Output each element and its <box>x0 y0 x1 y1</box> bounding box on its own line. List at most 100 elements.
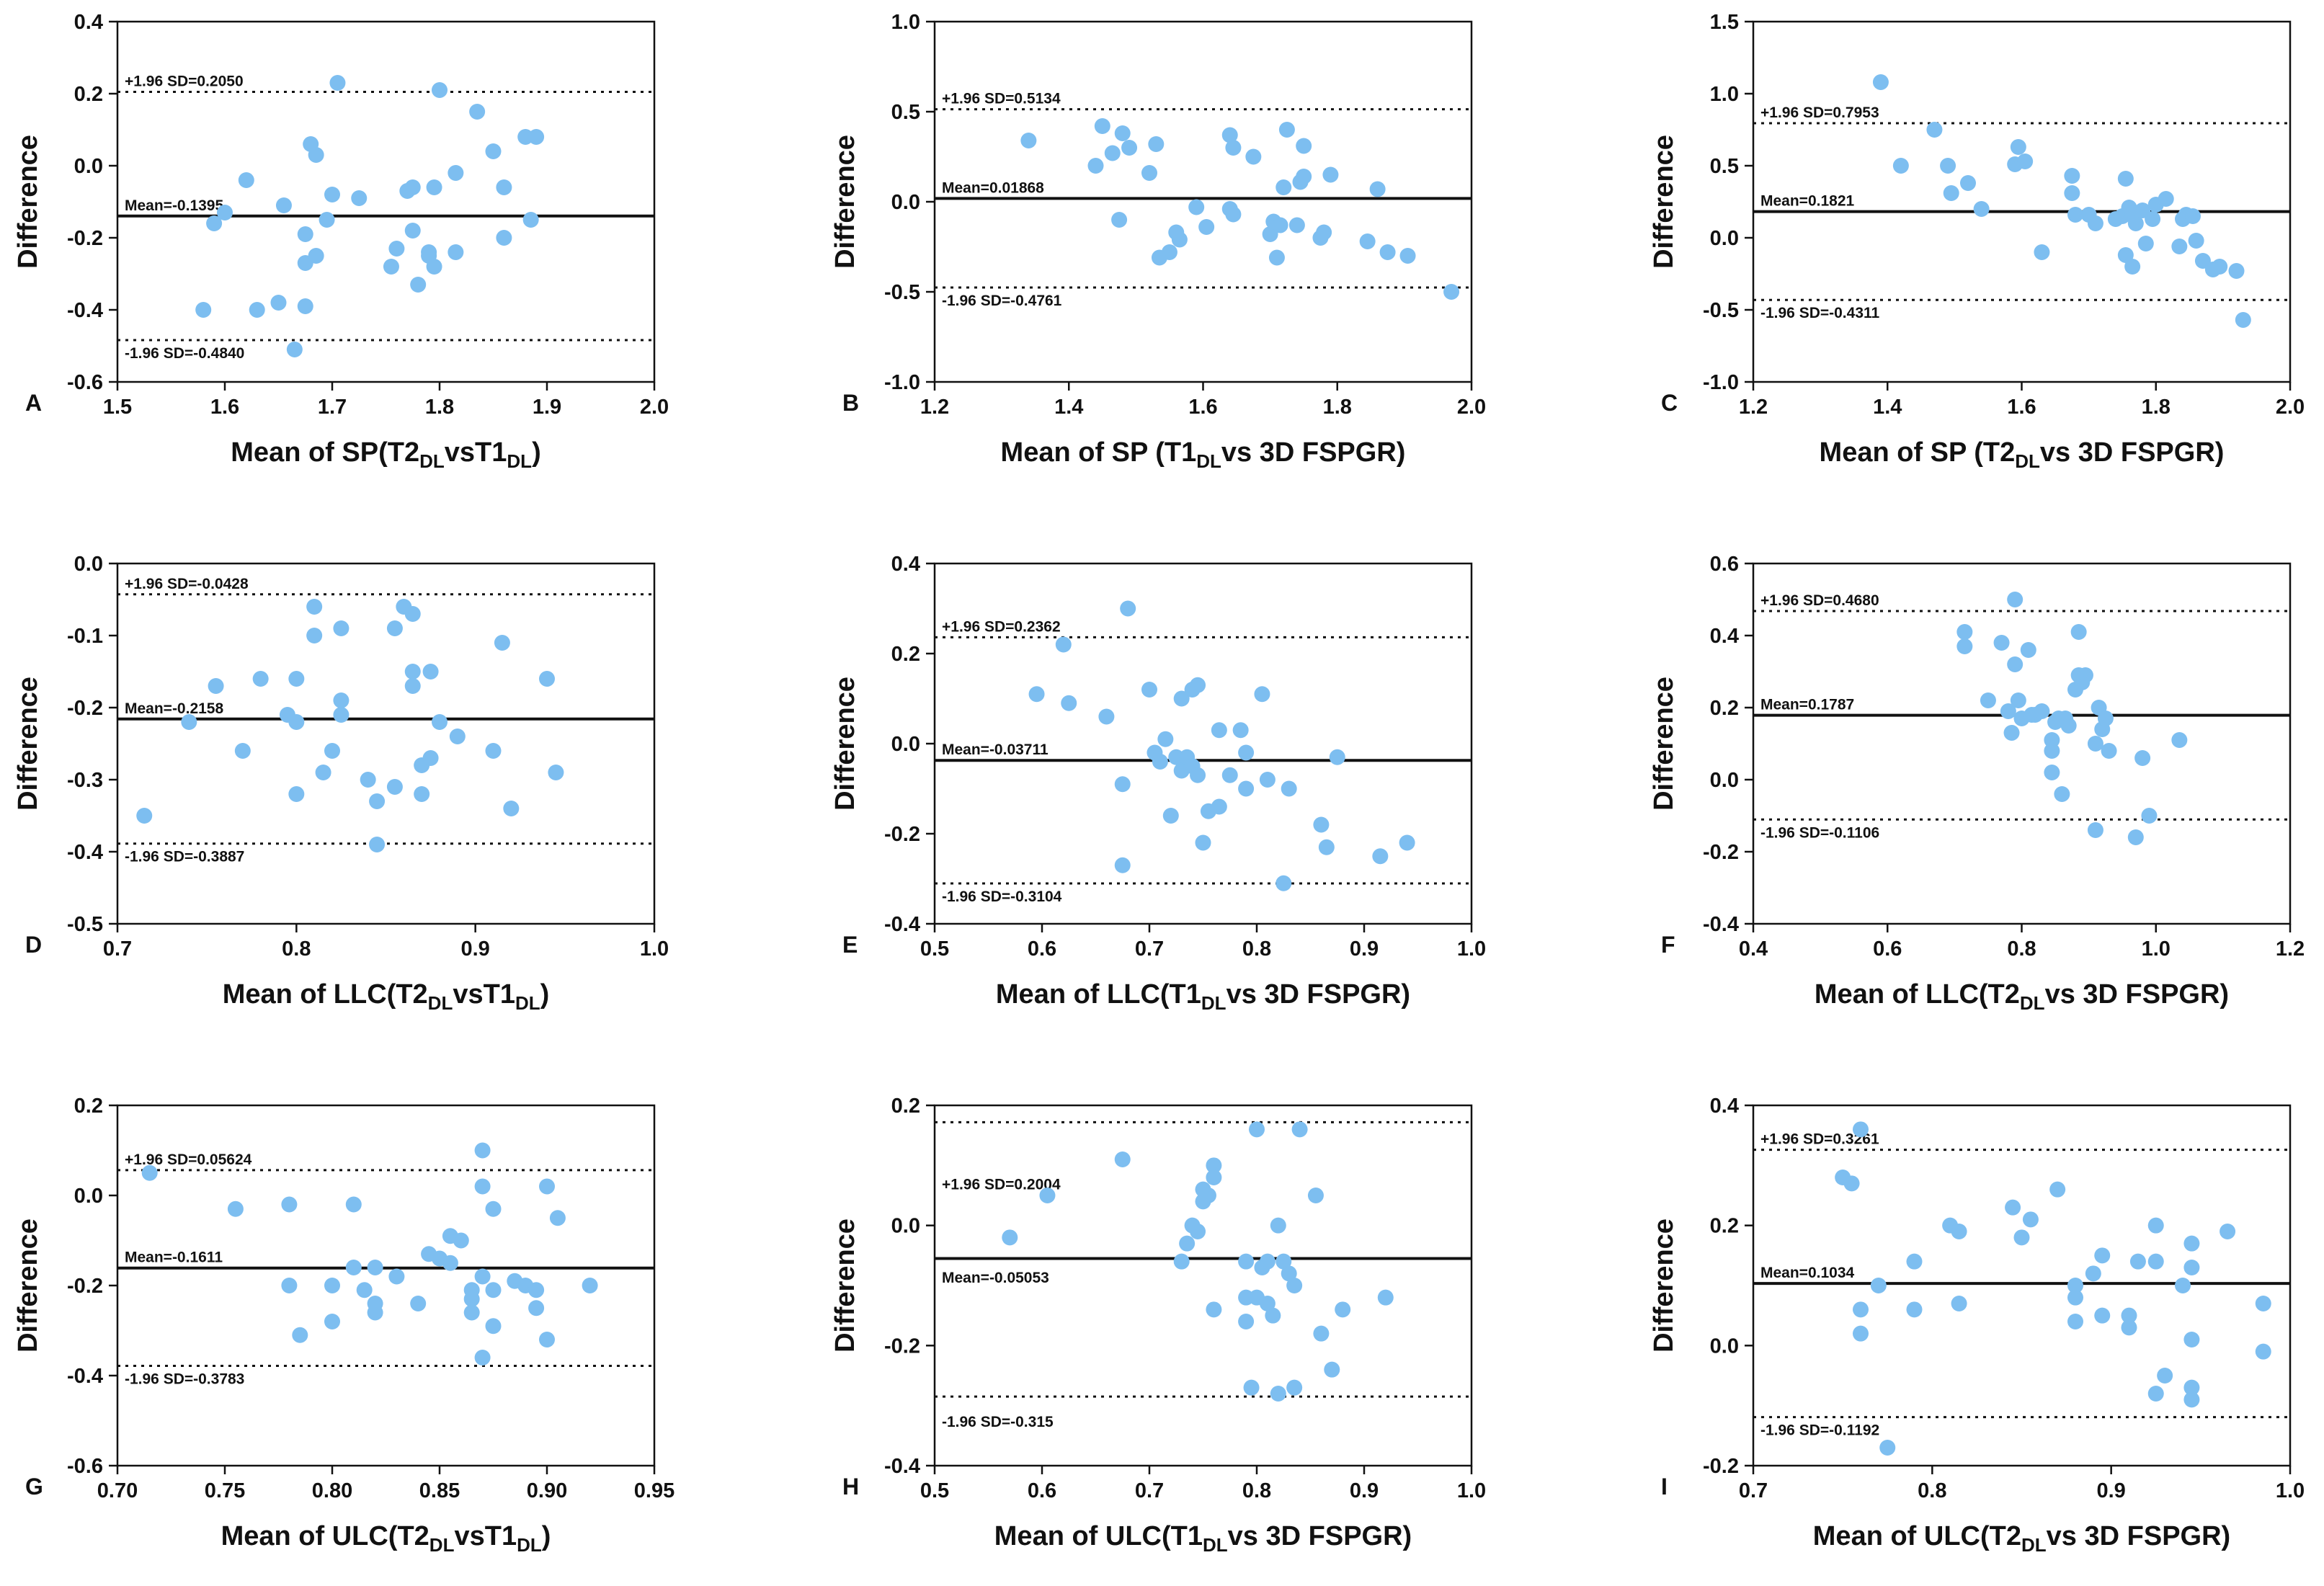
x-tick-label: 1.0 <box>2142 937 2171 961</box>
data-point <box>324 1314 340 1329</box>
y-tick-label: -0.4 <box>1703 913 1739 936</box>
data-point <box>448 165 464 181</box>
data-point <box>1892 158 1909 174</box>
data-point <box>2022 1211 2039 1228</box>
x-tick-label: 0.6 <box>1028 1479 1056 1502</box>
x-axis-title-part: vs 3D FSPGR) <box>2040 437 2225 468</box>
x-axis-title-part: vsT1 <box>445 437 507 468</box>
upper-loa-label: +1.96 SD=0.5134 <box>942 91 1061 107</box>
data-point <box>1265 1307 1281 1324</box>
y-axis-title: Difference <box>1649 135 1679 269</box>
data-point <box>252 671 269 687</box>
y-tick-label: 0.2 <box>1710 1215 1739 1238</box>
data-point <box>1259 1296 1275 1311</box>
data-point <box>2085 1265 2101 1282</box>
data-point <box>2044 765 2060 780</box>
data-point <box>195 302 212 318</box>
x-tick-label: 0.70 <box>97 1479 138 1502</box>
data-point <box>2067 1314 2083 1329</box>
data-point <box>333 620 350 636</box>
x-tick-label: 0.8 <box>2007 937 2036 961</box>
data-point <box>1173 690 1190 707</box>
y-tick-label: 0.5 <box>891 101 920 124</box>
y-tick-label: 1.5 <box>1710 11 1739 34</box>
data-point <box>522 212 539 228</box>
data-point <box>288 714 305 730</box>
x-tick-label: 1.2 <box>2276 937 2305 961</box>
data-point <box>2087 822 2103 838</box>
y-axis-title: Difference <box>830 135 860 269</box>
data-point <box>1288 217 1305 233</box>
data-point <box>496 179 512 195</box>
y-tick-label: 1.0 <box>1710 83 1739 106</box>
data-point <box>1281 1265 1297 1282</box>
data-point <box>2000 703 2016 719</box>
data-point <box>2101 743 2117 759</box>
data-point <box>485 743 502 759</box>
x-tick-label: 1.2 <box>920 396 949 419</box>
data-point <box>442 1255 458 1271</box>
data-point <box>2183 1260 2200 1275</box>
x-axis-title-part: vs 3D FSPGR) <box>1221 437 1406 468</box>
x-axis-title-subscript: DL <box>515 992 540 1014</box>
y-tick-label: -0.2 <box>1703 841 1739 864</box>
data-point <box>1259 772 1275 788</box>
data-point <box>496 230 512 246</box>
data-point <box>1443 284 1460 300</box>
data-point <box>539 1178 555 1195</box>
data-point <box>1956 624 1973 640</box>
data-point <box>2235 312 2251 328</box>
data-point <box>1369 181 1386 197</box>
data-point <box>474 1142 491 1159</box>
y-tick-label: 0.6 <box>1710 553 1739 576</box>
data-point <box>383 259 399 275</box>
data-point <box>297 298 313 314</box>
y-axis-title: Difference <box>830 1219 860 1353</box>
data-point <box>2183 1379 2200 1396</box>
data-point <box>2094 1247 2111 1264</box>
data-point <box>1906 1301 1923 1318</box>
x-axis-title-part: vs 3D FSPGR) <box>2045 979 2230 1010</box>
data-point <box>1906 1253 1923 1270</box>
plot-frame <box>116 562 656 925</box>
x-axis-title-subscript: DL <box>1201 992 1226 1014</box>
y-tick-label: 1.0 <box>891 11 920 34</box>
data-point <box>1028 686 1045 703</box>
x-tick-label: 1.9 <box>533 396 561 419</box>
data-point <box>2010 692 2026 708</box>
y-tick-label: 0.2 <box>74 1095 103 1118</box>
data-point <box>2127 215 2144 231</box>
data-point <box>2175 1278 2191 1293</box>
data-point <box>1313 816 1330 833</box>
x-axis-title-part: Mean of ULC(T2 <box>1813 1521 2021 1551</box>
data-point <box>2005 1199 2021 1216</box>
panel-a: 1.5 1.6 1.7 1.8 1.9 2.0 -0.6 -0.4 -0.2 0.0 0.2 0.4 +… <box>13 11 669 472</box>
x-axis-title-part: vsT1 <box>453 979 515 1010</box>
data-point <box>2067 1289 2083 1306</box>
data-point <box>1249 1121 1265 1138</box>
y-tick-label: 0.5 <box>1710 155 1739 178</box>
mean-label: Mean=0.1821 <box>1760 193 1854 210</box>
data-point <box>1272 217 1288 233</box>
x-axis-title: Mean of LLC(T1DLvs 3D FSPGR) <box>996 979 1410 1014</box>
data-point <box>2220 1224 2236 1239</box>
x-tick-label: 0.9 <box>461 937 490 961</box>
data-point <box>426 259 442 275</box>
data-point <box>1853 1325 1869 1342</box>
lower-loa-label: -1.96 SD=-0.315 <box>942 1414 1054 1430</box>
data-point <box>1114 125 1131 141</box>
data-point <box>1281 780 1297 797</box>
y-axis-title: Difference <box>1649 1219 1679 1353</box>
data-point <box>1951 1296 1967 1311</box>
data-point <box>356 1282 373 1298</box>
data-point <box>1259 1253 1275 1270</box>
x-axis-title: Mean of SP (T1DLvs 3D FSPGR) <box>1001 437 1406 472</box>
data-point <box>469 104 486 120</box>
data-point <box>2067 1278 2083 1293</box>
data-point <box>1104 145 1121 161</box>
panel-letter: C <box>1661 390 1678 416</box>
data-point <box>404 179 421 195</box>
x-axis-title-part: Mean of LLC(T2 <box>223 979 428 1010</box>
data-point <box>422 664 439 680</box>
data-point <box>1161 244 1177 260</box>
